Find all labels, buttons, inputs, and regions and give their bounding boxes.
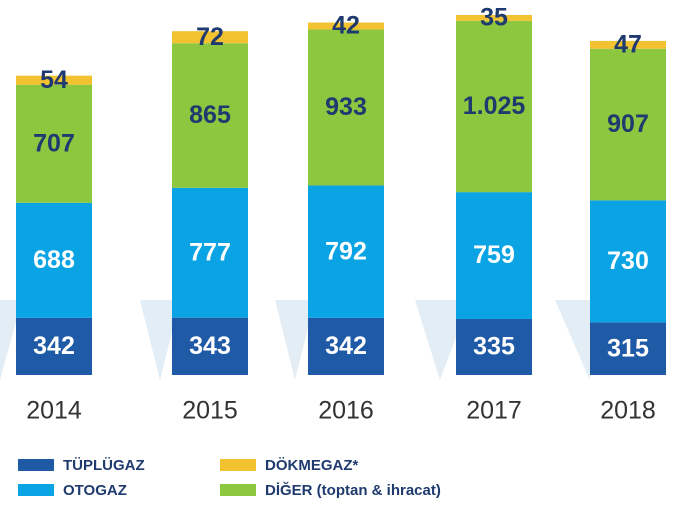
bar-segment bbox=[590, 48, 666, 201]
value-label: 792 bbox=[325, 237, 367, 265]
value-label: 342 bbox=[33, 332, 75, 360]
legend-label: DİĞER (toptan & ihracat) bbox=[265, 481, 441, 499]
legend-swatch bbox=[18, 484, 54, 496]
bar-segment bbox=[172, 317, 248, 375]
legend-swatch bbox=[220, 484, 256, 496]
bar-segment bbox=[590, 322, 666, 375]
value-label: 343 bbox=[189, 332, 231, 360]
value-label: 759 bbox=[473, 241, 515, 269]
bar-segment bbox=[308, 185, 384, 318]
value-label: 47 bbox=[614, 30, 642, 58]
value-label: 335 bbox=[473, 333, 515, 361]
bar-segment bbox=[172, 31, 248, 44]
bar-segment bbox=[16, 317, 92, 375]
value-label: 865 bbox=[189, 101, 231, 129]
bar-segment bbox=[456, 20, 532, 193]
value-label: 342 bbox=[325, 332, 367, 360]
bar-segment bbox=[308, 317, 384, 375]
value-label: 730 bbox=[607, 247, 649, 275]
x-tick-label: 2017 bbox=[466, 397, 522, 425]
value-label: 1.025 bbox=[463, 92, 526, 120]
value-label: 907 bbox=[607, 110, 649, 138]
value-label: 54 bbox=[40, 66, 68, 94]
value-label: 777 bbox=[189, 238, 231, 266]
value-label: 688 bbox=[33, 246, 75, 274]
bar-segment bbox=[16, 84, 92, 203]
legend-label: OTOGAZ bbox=[63, 482, 127, 499]
bar-segment bbox=[590, 200, 666, 323]
x-tick-label: 2014 bbox=[26, 397, 82, 425]
value-label: 315 bbox=[607, 334, 649, 362]
bar-segment bbox=[16, 75, 92, 85]
x-tick-label: 2016 bbox=[318, 397, 374, 425]
value-label: 933 bbox=[325, 93, 367, 121]
x-tick-label: 2018 bbox=[600, 397, 656, 425]
legend-swatch bbox=[220, 459, 256, 471]
bar-segment bbox=[456, 15, 532, 21]
x-tick-label: 2015 bbox=[182, 397, 238, 425]
legend-swatch bbox=[18, 459, 54, 471]
value-label: 35 bbox=[480, 4, 508, 32]
legend-label: TÜPLÜGAZ bbox=[63, 457, 145, 474]
bar-segment bbox=[172, 43, 248, 188]
bar-segment bbox=[456, 319, 532, 375]
bar-segment bbox=[456, 192, 532, 320]
bar-segment bbox=[16, 202, 92, 318]
bar-segment bbox=[308, 22, 384, 30]
bar-segment bbox=[308, 29, 384, 186]
value-label: 42 bbox=[332, 12, 360, 40]
value-label: 72 bbox=[196, 23, 224, 51]
legend-label: DÖKMEGAZ* bbox=[265, 457, 358, 474]
bar-segment bbox=[590, 40, 666, 49]
value-label: 707 bbox=[33, 129, 75, 157]
bar-segment bbox=[172, 187, 248, 318]
